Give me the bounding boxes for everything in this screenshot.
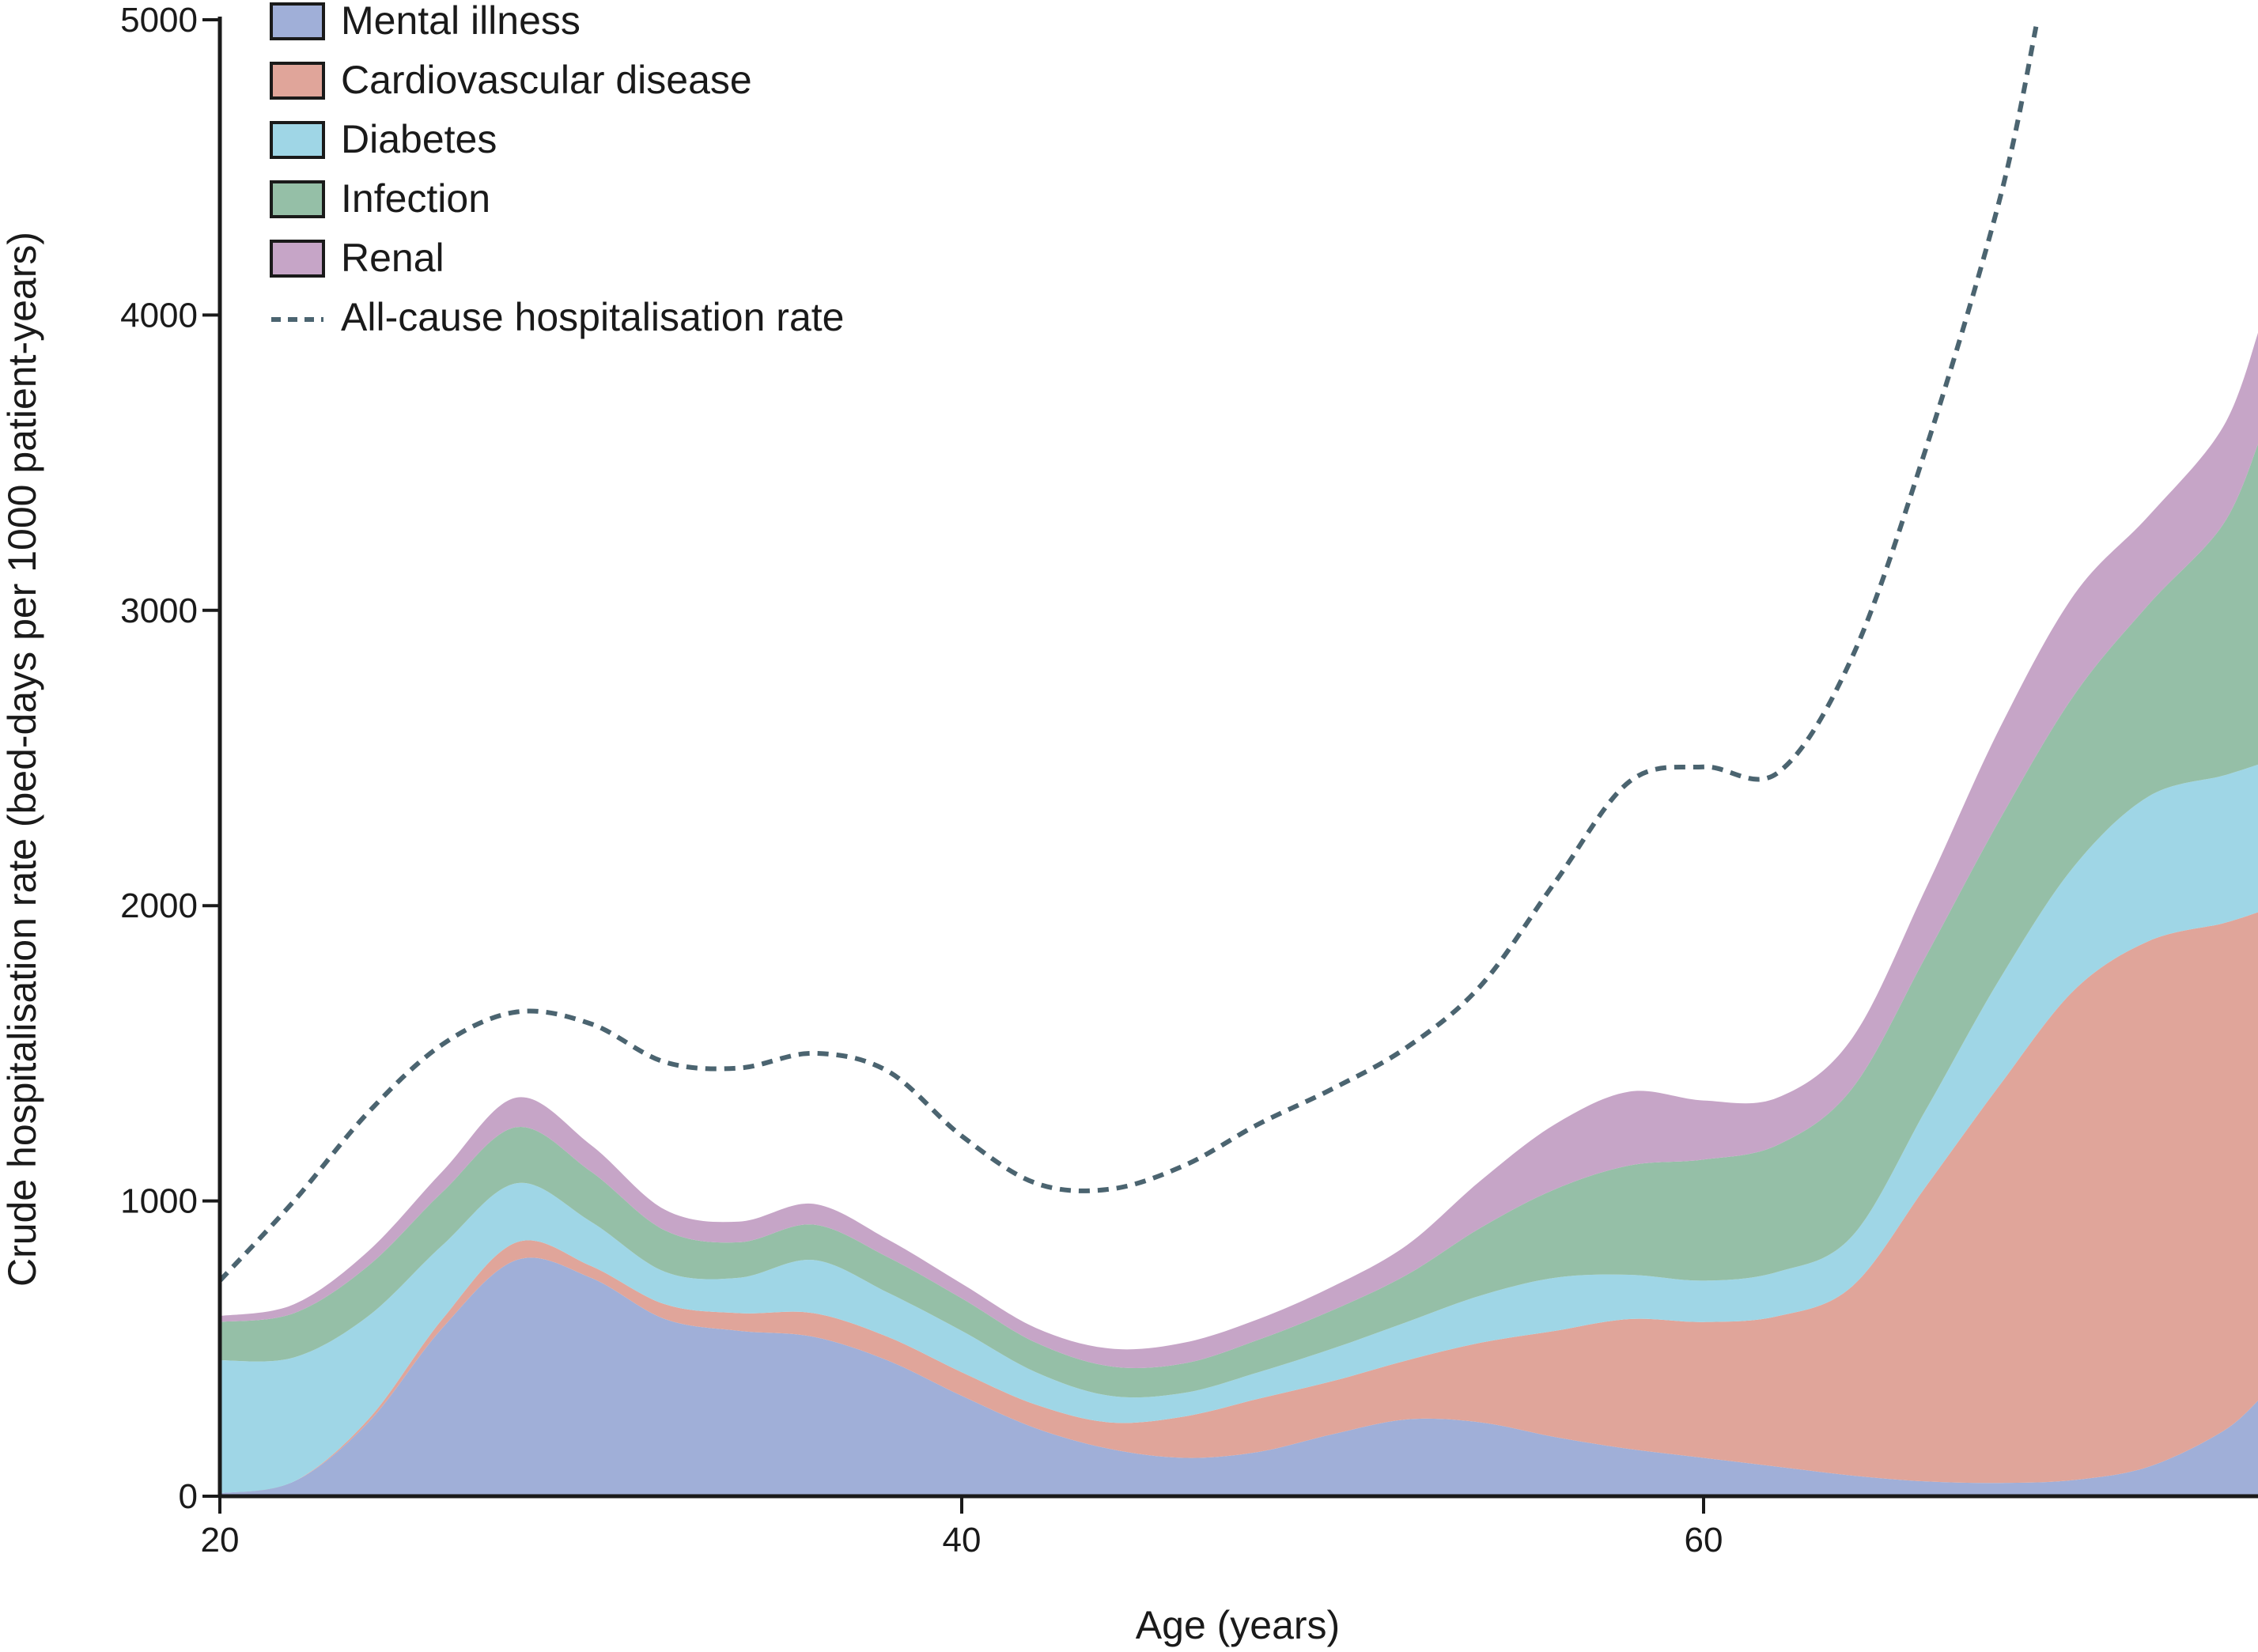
legend-swatch <box>270 240 325 278</box>
legend-label: Mental illness <box>341 0 581 43</box>
area-renal <box>220 332 2258 1368</box>
legend-label: Infection <box>341 176 490 221</box>
y-tick-label: 4000 <box>120 296 198 335</box>
x-tick-label: 60 <box>1685 1521 1723 1559</box>
legend: Mental illness Cardiovascular disease Diab… <box>270 0 844 339</box>
y-tick-label: 1000 <box>120 1182 198 1221</box>
legend-label: All-cause hospitalisation rate <box>341 295 844 339</box>
area-cardiovascular-disease <box>220 912 2258 1494</box>
legend-swatch <box>270 2 325 40</box>
y-tick-label: 2000 <box>120 886 198 925</box>
area-diabetes <box>220 764 2258 1494</box>
legend-label: Cardiovascular disease <box>341 58 752 102</box>
legend-swatch <box>270 121 325 159</box>
x-tick-label: 20 <box>201 1521 240 1559</box>
stacked-areas <box>220 332 2258 1497</box>
legend-label: Diabetes <box>341 117 497 161</box>
y-axis-title: Crude hospitalisation rate (bed-days per… <box>0 232 44 1287</box>
x-tick-label: 40 <box>943 1521 981 1559</box>
legend-label: Renal <box>341 236 444 280</box>
line-series <box>217 19 2041 1283</box>
legend-swatch <box>270 62 325 100</box>
area-infection <box>220 444 2258 1398</box>
axes <box>217 17 2258 1499</box>
area-mental-illness <box>220 1257 2258 1497</box>
y-tick-label: 0 <box>179 1477 198 1516</box>
tick-labels: 0 1000 2000 3000 4000 5000 20 40 60 <box>120 1 1723 1559</box>
y-tick-label: 5000 <box>120 1 198 40</box>
x-axis-title: Age (years) <box>1136 1603 1340 1647</box>
y-tick-label: 3000 <box>120 592 198 630</box>
line-all-cause <box>217 19 2041 1283</box>
legend-swatch <box>270 180 325 218</box>
